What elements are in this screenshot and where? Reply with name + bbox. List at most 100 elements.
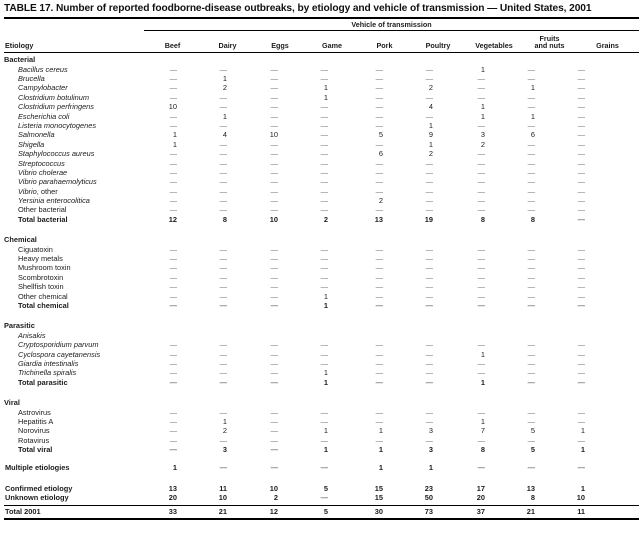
cell: 1 bbox=[580, 445, 585, 455]
cell: — bbox=[477, 158, 485, 168]
table-row: Total bacterial 12 8 10 2 13 19 8 8 — bbox=[4, 215, 639, 224]
cell: — bbox=[577, 177, 585, 187]
cell: — bbox=[270, 445, 278, 455]
cell: — bbox=[527, 368, 535, 378]
cell: — bbox=[527, 291, 535, 301]
cell: — bbox=[320, 186, 328, 196]
cell: 2 bbox=[378, 196, 383, 206]
cell: — bbox=[577, 130, 585, 140]
cell: — bbox=[577, 263, 585, 273]
cell: 1 bbox=[222, 74, 227, 83]
cell: — bbox=[375, 407, 383, 417]
cell: — bbox=[270, 120, 278, 130]
row-label: Total viral bbox=[18, 445, 53, 455]
table-row: Total viral — 3 — 1 1 3 8 5 1 bbox=[4, 445, 639, 454]
cell: 1 bbox=[530, 83, 535, 93]
cell: — bbox=[425, 416, 433, 426]
cell: — bbox=[375, 74, 383, 83]
table-row: Heavy metals — — — — — — — — — bbox=[4, 254, 639, 263]
cell: 2 bbox=[480, 139, 485, 149]
cell: 13 bbox=[526, 483, 535, 493]
cell: — bbox=[477, 291, 485, 301]
cell: — bbox=[320, 463, 328, 473]
row-label: Ciguatoxin bbox=[18, 244, 53, 254]
cell: 1 bbox=[172, 130, 177, 140]
row-label: Escherichia coli bbox=[18, 111, 70, 121]
row-label: Listeria monocytogenes bbox=[18, 120, 97, 130]
column-header-row: Etiology Beef Dairy Eggs Game Pork Poultry Veg… bbox=[4, 30, 639, 54]
cell: — bbox=[219, 167, 227, 177]
row-label: Heavy metals bbox=[18, 254, 63, 264]
cell: — bbox=[169, 64, 177, 74]
row-label: Norovirus bbox=[18, 426, 50, 436]
cell: — bbox=[375, 64, 383, 74]
cell: — bbox=[577, 102, 585, 112]
cell: 8 bbox=[222, 214, 227, 224]
cell: — bbox=[320, 435, 328, 445]
cell: — bbox=[527, 463, 535, 473]
section-header: Bacterial bbox=[4, 55, 36, 65]
cell: — bbox=[169, 244, 177, 254]
cell: 9 bbox=[428, 130, 433, 140]
cell: — bbox=[477, 254, 485, 264]
cell: — bbox=[477, 83, 485, 93]
row-label: Shellfish toxin bbox=[18, 282, 64, 292]
cell: — bbox=[270, 263, 278, 273]
cell: — bbox=[577, 300, 585, 310]
cell: — bbox=[320, 244, 328, 254]
cell: — bbox=[425, 272, 433, 282]
cell: — bbox=[375, 435, 383, 445]
cell: — bbox=[375, 291, 383, 301]
cell: — bbox=[527, 120, 535, 130]
cell: 2 bbox=[428, 149, 433, 159]
cell: 1 bbox=[480, 111, 485, 121]
cell: 6 bbox=[378, 149, 383, 159]
cell: — bbox=[219, 463, 227, 473]
cell: — bbox=[169, 377, 177, 387]
cell: 17 bbox=[476, 483, 485, 493]
cell: — bbox=[270, 149, 278, 159]
cell: — bbox=[375, 358, 383, 368]
cell: 5 bbox=[306, 504, 358, 521]
cell: — bbox=[320, 158, 328, 168]
cell: — bbox=[320, 493, 328, 503]
table-row: Trichinella spiralis — — — 1 — — — — — bbox=[4, 368, 639, 377]
row-label: Cryptosporidium parvum bbox=[18, 340, 99, 350]
cell: — bbox=[577, 358, 585, 368]
cell: 10 bbox=[269, 483, 278, 493]
cell: — bbox=[577, 416, 585, 426]
cell: 11 bbox=[219, 483, 227, 493]
table-row: Brucella — 1 — — — — — — — bbox=[4, 74, 639, 83]
table-row: Anisakis bbox=[4, 331, 639, 340]
column-header-vegetables: Vegetables bbox=[465, 30, 523, 54]
cell: — bbox=[425, 254, 433, 264]
cell: 1 bbox=[323, 92, 328, 102]
row-label: Astrovirus bbox=[18, 407, 51, 417]
cell: — bbox=[577, 64, 585, 74]
cell: — bbox=[577, 291, 585, 301]
cell: — bbox=[425, 196, 433, 206]
cell: 11 bbox=[576, 504, 639, 521]
cell: — bbox=[219, 435, 227, 445]
cell: — bbox=[477, 282, 485, 292]
table-row: Streptococcus — — — — — — — — — bbox=[4, 159, 639, 168]
cell: — bbox=[527, 254, 535, 264]
cell: 7 bbox=[480, 426, 485, 436]
cell: — bbox=[169, 177, 177, 187]
cell: — bbox=[270, 368, 278, 378]
cell: — bbox=[219, 254, 227, 264]
cell: — bbox=[375, 416, 383, 426]
cell: — bbox=[375, 368, 383, 378]
cell: — bbox=[375, 254, 383, 264]
cell: 23 bbox=[424, 483, 433, 493]
cell: — bbox=[219, 158, 227, 168]
cell: — bbox=[270, 358, 278, 368]
cell bbox=[144, 331, 201, 340]
cell: — bbox=[375, 205, 383, 215]
cell: — bbox=[375, 377, 383, 387]
cell: 21 bbox=[523, 504, 576, 521]
cell: 4 bbox=[428, 102, 433, 112]
table-row: Salmonella 1 4 10 — 5 9 3 6 — bbox=[4, 130, 639, 139]
cell: — bbox=[577, 74, 585, 83]
cell: — bbox=[219, 186, 227, 196]
